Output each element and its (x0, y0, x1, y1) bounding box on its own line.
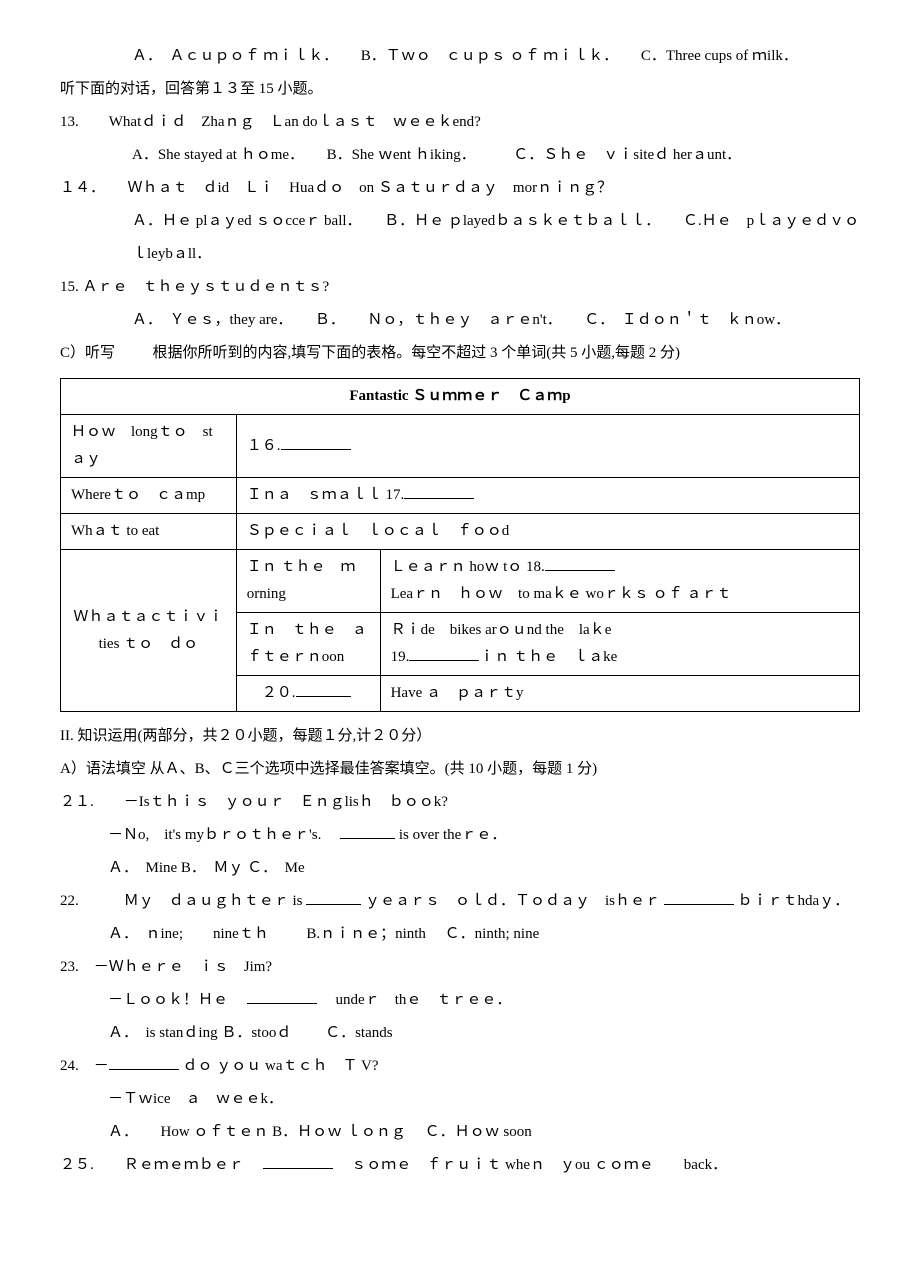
table-r4c2b: Ｌｅａｒｎ hoｗ tｏ 18. Leaｒｎ ｈｏｗ to maｋｅ woｒｋｓ… (380, 550, 859, 613)
q15-opt-b: Ｂ． Ｎｏ，ｔｈｅｙ ａｒｅn't． (315, 312, 562, 328)
q21-opts: Ａ． Mine B． Ｍｙ Ｃ． Me (60, 852, 860, 885)
q14-opt-a: Ａ．Ｈｅ plａｙed ｓｏcceｒ ball． (132, 213, 362, 229)
table-r5c2a: Ｉｎ ｔｈｅ ａｆｔｅｒｎoon (236, 613, 380, 676)
q13-opt-a: A．She stayed at ｈｏme． (132, 147, 304, 163)
table-r4c1: Ｗｈａｔａｃｔｉｖｉties ｔｏ ｄｏ (61, 550, 237, 712)
section-c-text: 根据你所听到的内容,填写下面的表格。每空不超过 3 个单词(共 5 小题,每题 … (153, 345, 681, 361)
q12-opt-c: C．Three cups of ｍilk． (641, 48, 798, 64)
blank-21[interactable] (340, 824, 395, 839)
blank-23[interactable] (247, 989, 317, 1004)
blank-22a[interactable] (306, 890, 361, 905)
q14-opt-b: Ｂ．Ｈｅ ｐlayedｂａｓｋｅｔｂａｌｌ． (384, 213, 660, 229)
q24-line2: －Ｔｗice ａ ｗｅｅk． (60, 1083, 860, 1116)
q24-opts: Ａ． How ｏｆｔｅｎ B．Ｈｏｗ ｌｏｎｇ Ｃ．Ｈｏｗ soon (60, 1116, 860, 1149)
table-r4c2a: Ｉｎ ｔｈｅ ｍorning (236, 550, 380, 613)
q15-opt-c: Ｃ． Ｉｄｏｎ＇ｔ ｋｎow． (584, 312, 790, 328)
table-r6c2a: ２０. (236, 676, 380, 712)
table-r2c1: Whereｔｏ ｃａmp (61, 478, 237, 514)
blank-18[interactable] (545, 556, 615, 571)
blank-25[interactable] (263, 1154, 333, 1169)
blank-17[interactable] (404, 484, 474, 499)
section2-header: II. 知识运用(两部分，共２０小题，每题１分,计２０分） (60, 720, 860, 753)
blank-19[interactable] (409, 646, 479, 661)
blank-16[interactable] (281, 435, 351, 450)
table-title: Fantastic Ｓｕｍｍｅｒ Ｃａｍp (61, 379, 860, 415)
summer-camp-table: Fantastic Ｓｕｍｍｅｒ Ｃａｍp Ｈｏｗ longｔｏ stａｙ １６… (60, 378, 860, 712)
q13-stem: 13. Whatｄｉｄ Zhaｎｇ Ｌan doｌａｓｔ ｗｅｅｋend? (60, 106, 860, 139)
q15-opt-a: Ａ． Ｙｅｓ，they are． (132, 312, 292, 328)
q24-stem: 24. － ｄｏ ｙｏｕ waｔｃｈ Ｔ V? (60, 1050, 860, 1083)
blank-22b[interactable] (664, 890, 734, 905)
q14-options: Ａ．Ｈｅ plａｙed ｓｏcceｒ ball． Ｂ．Ｈｅ ｐlayedｂａｓｋ… (60, 205, 860, 271)
q21-line2: －Ｎo, it's myｂｒｏｔｈｅｒ's. is over theｒｅ． (60, 819, 860, 852)
q15-stem: 15. Ａｒｅ ｔｈｅｙｓｔｕｄｅｎｔｓ? (60, 271, 860, 304)
blank-24[interactable] (109, 1055, 179, 1070)
q22-stem: 22. Ｍｙ ｄａｕｇｈｔｅｒ is ｙｅａｒｓ ｏｌｄ．Ｔｏｄａｙ isｈｅｒ… (60, 885, 860, 918)
q23-opts: Ａ． is stanｄing Ｂ．stooｄ Ｃ．stands (60, 1017, 860, 1050)
section-c-label: C）听写 (60, 345, 115, 361)
table-r1c2: １６. (236, 415, 859, 478)
q12-options: Ａ． Ａｃｕｐｏｆ ｍｉｌｋ． B．Ｔｗｏ ｃｕｐｓ ｏｆ ｍｉｌｋ． C．Th… (60, 40, 860, 73)
table-r6c2b: Have ａ ｐａｒｔy (380, 676, 859, 712)
q25-stem: ２５. Ｒｅｍｅｍｂｅｒ ｓｏｍｅ ｆｒｕｉｔ whеｎ ｙou ｃｏｍｅ ba… (60, 1149, 860, 1182)
instruction-13-15: 听下面的对话，回答第１３至 15 小题。 (60, 73, 860, 106)
section-c-header: C）听写 根据你所听到的内容,填写下面的表格。每空不超过 3 个单词(共 5 小… (60, 337, 860, 370)
q13-opt-c: Ｃ．Ｓｈｅ ｖｉsiteｄ herａunt． (513, 147, 741, 163)
table-r5c2b: Ｒｉde bikes arｏｕnd the laｋe 19.ｉｎ ｔｈｅ ｌａk… (380, 613, 859, 676)
section2-partA: A）语法填空 从Ａ、B、Ｃ三个选项中选择最佳答案填空。(共 10 小题，每题 1… (60, 753, 860, 786)
q13-opt-b: B．She ｗent ｈiking． (327, 147, 476, 163)
q22-opts: Ａ． ｎine; nineｔｈ B.ｎｉｎｅ；ninth Ｃ．ninth; ni… (60, 918, 860, 951)
q12-opt-b: B．Ｔｗｏ ｃｕｐｓ ｏｆ ｍｉｌｋ． (361, 48, 619, 64)
q12-opt-a: Ａ． Ａｃｕｐｏｆ ｍｉｌｋ． (132, 48, 338, 64)
table-r3c1: Whａｔ to eat (61, 514, 237, 550)
q23-stem: 23. －Ｗｈｅｒｅ ｉｓ Jim? (60, 951, 860, 984)
q21-stem: ２１. －Isｔｈｉｓ ｙｏｕｒ Ｅｎｇlisｈ ｂｏｏk? (60, 786, 860, 819)
blank-20[interactable] (296, 682, 351, 697)
q14-stem: １４． Ｗｈａｔ ｄid Ｌｉ Huaｄｏ on Ｓａｔｕｒｄａｙ morｎｉｎ… (60, 172, 860, 205)
q23-line2: －Ｌｏｏｋ！Ｈｅ undeｒ thｅ ｔｒｅｅ． (60, 984, 860, 1017)
q13-options: A．She stayed at ｈｏme． B．She ｗent ｈiking．… (60, 139, 860, 172)
table-r3c2: Ｓｐｅｃｉａｌ ｌｏｃａｌ ｆｏｏd (236, 514, 859, 550)
q15-options: Ａ． Ｙｅｓ，they are． Ｂ． Ｎｏ，ｔｈｅｙ ａｒｅn't． Ｃ． Ｉ… (60, 304, 860, 337)
table-r1c1: Ｈｏｗ longｔｏ stａｙ (61, 415, 237, 478)
table-r2c2: Ｉｎａ ｓｍａｌｌ 17. (236, 478, 859, 514)
